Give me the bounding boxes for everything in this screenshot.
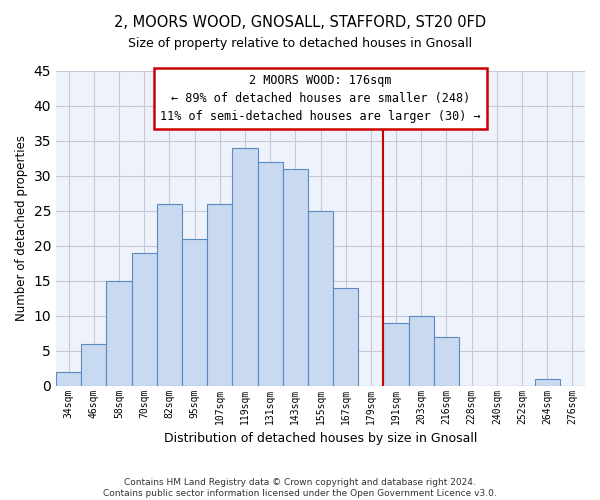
Bar	[182, 238, 207, 386]
Bar	[333, 288, 358, 386]
Text: 2, MOORS WOOD, GNOSALL, STAFFORD, ST20 0FD: 2, MOORS WOOD, GNOSALL, STAFFORD, ST20 0…	[114, 15, 486, 30]
Bar	[383, 322, 409, 386]
Bar	[106, 280, 131, 386]
Bar	[535, 378, 560, 386]
Bar	[56, 372, 81, 386]
Bar	[283, 168, 308, 386]
Bar	[232, 148, 257, 386]
X-axis label: Distribution of detached houses by size in Gnosall: Distribution of detached houses by size …	[164, 432, 477, 445]
Bar	[207, 204, 232, 386]
Text: 2 MOORS WOOD: 176sqm
← 89% of detached houses are smaller (248)
11% of semi-deta: 2 MOORS WOOD: 176sqm ← 89% of detached h…	[160, 74, 481, 122]
Bar	[257, 162, 283, 386]
Bar	[131, 252, 157, 386]
Bar	[157, 204, 182, 386]
Bar	[434, 336, 459, 386]
Bar	[409, 316, 434, 386]
Text: Contains HM Land Registry data © Crown copyright and database right 2024.
Contai: Contains HM Land Registry data © Crown c…	[103, 478, 497, 498]
Bar	[81, 344, 106, 386]
Text: Size of property relative to detached houses in Gnosall: Size of property relative to detached ho…	[128, 38, 472, 51]
Bar	[308, 210, 333, 386]
Y-axis label: Number of detached properties: Number of detached properties	[15, 135, 28, 321]
